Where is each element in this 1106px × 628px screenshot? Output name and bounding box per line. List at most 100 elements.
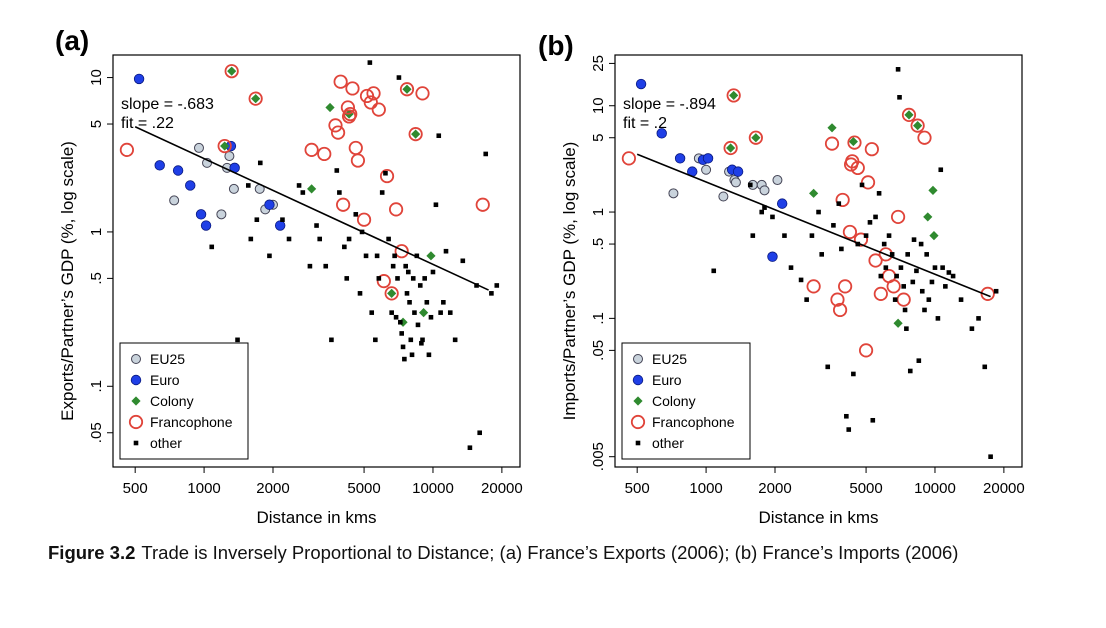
point-other bbox=[386, 236, 391, 242]
point-other bbox=[982, 364, 988, 370]
point-other bbox=[914, 268, 919, 274]
point-other bbox=[901, 284, 906, 289]
y-tick-label: .05 bbox=[88, 422, 105, 443]
point-other bbox=[245, 183, 251, 188]
point-other bbox=[383, 170, 388, 176]
point-colony bbox=[411, 129, 421, 139]
point-other bbox=[788, 265, 794, 270]
chart-panel-b: (b) 500 1000 2000 5000 10000 20000 .005 .05 .1 .5 1… bbox=[538, 30, 1025, 527]
point-other bbox=[836, 201, 842, 206]
point-other bbox=[846, 427, 852, 432]
point-other bbox=[363, 253, 369, 259]
point-other bbox=[407, 300, 412, 305]
point-other bbox=[898, 265, 904, 270]
point-colony bbox=[633, 396, 643, 406]
point-franco bbox=[336, 197, 351, 212]
point-franco bbox=[304, 142, 319, 157]
point-other bbox=[902, 307, 908, 313]
point-colony bbox=[398, 317, 408, 327]
point-other bbox=[395, 276, 400, 281]
caption-text: Trade is Inversely Proportional to Dista… bbox=[141, 542, 959, 563]
point-euro bbox=[674, 153, 686, 164]
point-other bbox=[886, 233, 892, 238]
point-other bbox=[895, 67, 901, 72]
point-euro bbox=[635, 78, 647, 90]
point-euro bbox=[133, 73, 145, 85]
point-other bbox=[809, 233, 815, 238]
point-franco bbox=[850, 160, 865, 176]
point-other bbox=[759, 209, 765, 215]
point-other bbox=[782, 233, 787, 238]
point-other bbox=[825, 364, 831, 370]
point-franco bbox=[394, 244, 409, 259]
point-other bbox=[946, 270, 952, 275]
point-franco bbox=[350, 153, 366, 168]
point-other bbox=[296, 183, 302, 188]
y-tick-label: 1 bbox=[88, 228, 105, 236]
y-tick-label: 5 bbox=[88, 120, 105, 128]
point-other bbox=[863, 233, 869, 238]
point-franco bbox=[119, 142, 134, 157]
point-other bbox=[369, 310, 375, 315]
point-franco bbox=[832, 302, 848, 318]
point-franco bbox=[408, 127, 423, 142]
point-franco bbox=[842, 224, 858, 240]
y-tick-label: 1 bbox=[590, 208, 607, 216]
y-tick-label: .1 bbox=[88, 380, 105, 393]
point-other bbox=[907, 368, 913, 374]
x-tick-label: 500 bbox=[123, 480, 148, 497]
point-other bbox=[379, 190, 385, 195]
point-colony bbox=[227, 66, 237, 76]
y-axis-title: Imports/Partner’s GDP (%, log scale) bbox=[560, 142, 579, 421]
y-tick-label: .5 bbox=[590, 238, 607, 251]
legend: EU25 Euro Colony Francophone other bbox=[119, 342, 249, 460]
point-franco bbox=[917, 130, 932, 145]
point-colony bbox=[893, 318, 903, 328]
point-colony bbox=[751, 133, 761, 143]
point-other bbox=[851, 371, 856, 377]
point-franco bbox=[806, 279, 821, 294]
point-other bbox=[300, 190, 306, 195]
point-eu25 bbox=[131, 354, 141, 364]
fit-line bbox=[134, 126, 489, 291]
figure-caption: Figure 3.2 Trade is Inversely Proportiona… bbox=[48, 540, 1088, 566]
point-other bbox=[323, 263, 329, 269]
point-other bbox=[373, 337, 378, 343]
point-other bbox=[926, 297, 932, 302]
point-other bbox=[494, 283, 500, 288]
point-other bbox=[420, 337, 425, 343]
point-other bbox=[770, 214, 775, 220]
point-euro bbox=[274, 220, 286, 231]
point-euro bbox=[195, 209, 207, 220]
point-franco bbox=[379, 168, 395, 184]
point-euro bbox=[656, 128, 667, 139]
point-colony bbox=[387, 288, 397, 298]
x-tick-label: 1000 bbox=[187, 480, 220, 497]
point-euro bbox=[185, 180, 196, 191]
point-other bbox=[910, 279, 916, 285]
point-other bbox=[334, 168, 340, 173]
point-other bbox=[905, 252, 910, 257]
y-tick-label: 25 bbox=[590, 55, 607, 72]
point-franco bbox=[415, 86, 430, 101]
point-other bbox=[883, 265, 889, 270]
point-franco bbox=[224, 64, 239, 79]
point-other bbox=[393, 314, 399, 320]
point-other bbox=[932, 265, 938, 270]
point-other bbox=[881, 241, 887, 247]
point-franco bbox=[886, 279, 901, 294]
point-colony bbox=[929, 231, 939, 241]
point-franco bbox=[217, 138, 232, 154]
point-other bbox=[254, 217, 260, 222]
legend-label-euro: Euro bbox=[150, 372, 180, 388]
x-tick-label: 5000 bbox=[849, 480, 882, 497]
point-eu25 bbox=[718, 191, 729, 202]
point-other bbox=[441, 300, 446, 305]
point-other bbox=[460, 258, 466, 264]
point-other bbox=[428, 314, 434, 320]
point-colony bbox=[827, 123, 837, 133]
point-other bbox=[867, 220, 873, 225]
point-other bbox=[747, 182, 753, 188]
point-euro bbox=[767, 251, 778, 262]
point-other bbox=[859, 182, 865, 188]
